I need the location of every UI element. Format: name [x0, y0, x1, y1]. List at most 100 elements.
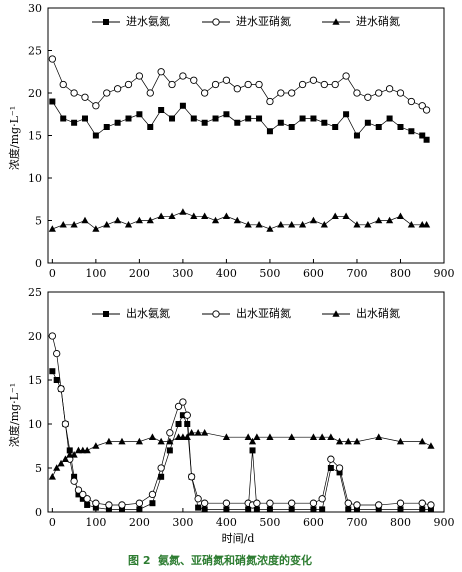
- data-point-effluent-nitrate: [148, 433, 157, 440]
- data-point-effluent-nitrite: [57, 385, 65, 393]
- data-point-effluent-ammonia: [375, 506, 382, 513]
- y-tick-label-influent: 30: [28, 2, 42, 15]
- x-tick-label-effluent: 300: [172, 516, 193, 529]
- data-point-influent-ammonia: [169, 115, 176, 122]
- data-point-influent-ammonia: [397, 124, 404, 130]
- data-point-influent-nitrate: [59, 220, 67, 228]
- data-point-influent-nitrite: [353, 89, 361, 97]
- data-point-effluent-ammonia: [249, 447, 256, 454]
- series-line-effluent-nitrite: [52, 335, 431, 506]
- legend-label-effluent-nitrate: 出水硝氮: [356, 306, 400, 320]
- data-point-effluent-nitrate: [318, 433, 326, 440]
- series-effluent-nitrite: [48, 332, 435, 509]
- data-point-effluent-ammonia: [79, 495, 86, 502]
- data-point-effluent-ammonia: [353, 506, 360, 513]
- data-point-effluent-ammonia: [419, 506, 426, 513]
- data-point-influent-nitrite: [211, 80, 220, 89]
- y-tick-label-effluent: 20: [28, 330, 42, 343]
- x-tick-label-effluent: 900: [434, 516, 455, 529]
- data-point-influent-nitrite: [298, 80, 307, 89]
- data-point-effluent-nitrite: [118, 501, 126, 509]
- data-point-effluent-ammonia: [253, 506, 260, 513]
- data-point-influent-ammonia: [158, 107, 165, 113]
- data-point-effluent-nitrite: [318, 495, 326, 503]
- data-point-effluent-ammonia: [223, 506, 230, 513]
- data-point-effluent-nitrate: [344, 437, 352, 445]
- caption-label: 图 2: [128, 554, 150, 567]
- data-point-influent-nitrite: [81, 93, 89, 101]
- legend-label-effluent-nitrite: 出水亚硝氮: [236, 306, 291, 320]
- y-tick-label-influent: 10: [28, 172, 42, 185]
- data-point-effluent-nitrite: [309, 499, 318, 507]
- data-point-influent-ammonia: [353, 132, 360, 139]
- data-point-influent-ammonia: [375, 124, 382, 130]
- data-point-influent-nitrate: [342, 212, 350, 220]
- data-point-influent-nitrate: [168, 212, 176, 220]
- data-point-influent-nitrate: [190, 212, 198, 220]
- data-point-effluent-ammonia: [149, 500, 156, 507]
- data-point-influent-nitrite: [222, 76, 231, 84]
- x-tick-label-influent: 900: [434, 267, 455, 280]
- legend-label-influent-nitrite: 进水亚硝氮: [236, 14, 291, 28]
- data-point-effluent-nitrate: [105, 437, 113, 445]
- data-point-influent-nitrite: [59, 80, 67, 89]
- data-point-influent-nitrate: [222, 212, 231, 220]
- data-point-influent-nitrate: [309, 216, 318, 224]
- x-tick-label-influent: 0: [49, 267, 56, 280]
- data-point-influent-ammonia: [179, 102, 186, 109]
- x-tick-label-influent: 600: [303, 267, 324, 280]
- data-point-influent-nitrate: [277, 220, 285, 228]
- data-point-influent-nitrite: [135, 72, 144, 80]
- data-point-influent-nitrite: [342, 72, 350, 80]
- data-point-influent-nitrite: [244, 80, 252, 89]
- y-tick-label-influent: 20: [28, 87, 42, 100]
- data-point-influent-ammonia: [343, 111, 350, 118]
- plot-frame-effluent: [47, 291, 445, 513]
- data-point-effluent-nitrate: [57, 459, 65, 467]
- x-tick-label-effluent: 0: [49, 516, 56, 529]
- data-point-effluent-nitrite: [53, 349, 61, 358]
- y-tick-label-influent: 25: [28, 45, 42, 58]
- data-point-influent-nitrate: [320, 220, 328, 228]
- data-point-effluent-nitrate: [375, 433, 383, 440]
- data-point-influent-nitrite: [157, 68, 165, 76]
- legend-marker-effluent-ammonia: [103, 311, 109, 317]
- x-tick-label-effluent: 500: [259, 516, 280, 529]
- data-point-effluent-nitrate: [253, 433, 261, 440]
- data-point-effluent-nitrate: [353, 437, 361, 445]
- data-point-effluent-nitrite: [201, 499, 209, 507]
- data-point-effluent-nitrite: [222, 499, 231, 507]
- y-tick-label-effluent: 25: [28, 286, 42, 299]
- data-point-influent-nitrite: [113, 85, 122, 93]
- legend-marker-effluent-nitrite: [212, 310, 220, 318]
- x-tick-label-influent: 500: [259, 267, 280, 280]
- data-point-effluent-nitrate: [194, 429, 202, 436]
- caption-text: 氨氮、亚硝氮和硝氮浓度的变化: [158, 553, 312, 567]
- data-point-influent-nitrite: [168, 80, 176, 89]
- y-tick-label-influent: 5: [35, 215, 42, 228]
- data-point-influent-nitrate: [114, 216, 122, 224]
- data-point-effluent-ammonia: [49, 368, 56, 375]
- data-point-influent-ammonia: [256, 115, 263, 122]
- data-point-influent-nitrite: [422, 106, 431, 114]
- data-point-effluent-ammonia: [195, 504, 202, 511]
- data-point-influent-ammonia: [277, 119, 284, 126]
- x-tick-label-influent: 100: [85, 267, 106, 280]
- data-point-effluent-ammonia: [179, 412, 186, 419]
- legend-marker-effluent-nitrate: [332, 310, 340, 317]
- data-point-influent-nitrate: [331, 212, 339, 220]
- data-point-effluent-nitrate: [70, 451, 78, 458]
- data-point-influent-ammonia: [49, 98, 56, 105]
- series-effluent-nitrate: [48, 429, 435, 480]
- data-point-effluent-ammonia: [92, 504, 99, 511]
- data-point-influent-ammonia: [103, 124, 110, 130]
- data-point-influent-ammonia: [71, 119, 78, 126]
- data-point-influent-nitrate: [386, 216, 394, 224]
- data-point-influent-ammonia: [299, 115, 306, 122]
- data-point-influent-ammonia: [212, 115, 219, 122]
- data-point-influent-nitrite: [103, 89, 111, 97]
- legend-marker-influent-ammonia: [103, 19, 109, 25]
- data-point-effluent-nitrite: [375, 501, 383, 509]
- data-point-influent-nitrate: [233, 216, 241, 224]
- data-point-effluent-nitrite: [105, 501, 113, 509]
